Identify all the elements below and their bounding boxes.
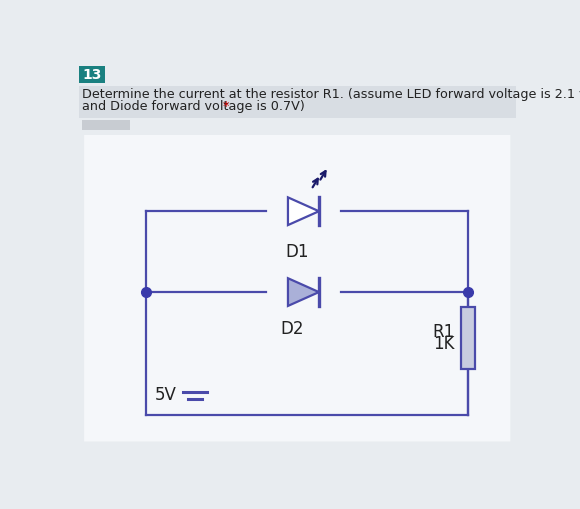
Text: D2: D2 bbox=[281, 320, 304, 338]
Polygon shape bbox=[288, 278, 319, 306]
Text: R1: R1 bbox=[432, 323, 455, 341]
Text: 13: 13 bbox=[82, 68, 102, 82]
FancyBboxPatch shape bbox=[82, 120, 130, 130]
Text: and Diode forward voltage is 0.7V): and Diode forward voltage is 0.7V) bbox=[82, 100, 304, 114]
Text: Determine the current at the resistor R1. (assume LED forward voltage is 2.1 vol: Determine the current at the resistor R1… bbox=[82, 88, 580, 101]
FancyBboxPatch shape bbox=[461, 307, 474, 369]
FancyBboxPatch shape bbox=[79, 66, 105, 82]
Polygon shape bbox=[288, 197, 319, 225]
Text: 1K: 1K bbox=[433, 335, 455, 353]
Text: *: * bbox=[219, 100, 230, 114]
FancyBboxPatch shape bbox=[79, 86, 516, 118]
FancyBboxPatch shape bbox=[84, 135, 510, 441]
Text: 5V: 5V bbox=[154, 386, 176, 404]
Text: D1: D1 bbox=[285, 243, 309, 261]
